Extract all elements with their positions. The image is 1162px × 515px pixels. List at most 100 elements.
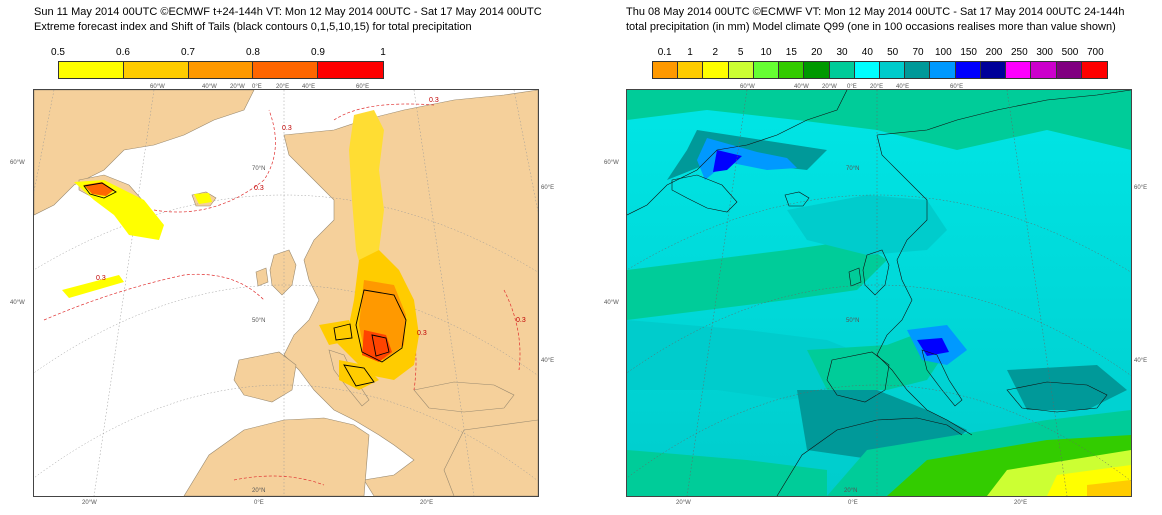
gridlabel: 60°W xyxy=(10,160,25,166)
climate-tick: 200 xyxy=(985,47,1003,58)
coastlines xyxy=(627,90,1131,496)
climate-title-line2: total precipitation (in mm) Model climat… xyxy=(626,21,1116,33)
climate-tick: 50 xyxy=(887,47,899,58)
efi-tick: 0.9 xyxy=(311,47,325,58)
contour-label: 0.3 xyxy=(417,330,427,337)
colorbar-cell xyxy=(879,62,906,78)
colorbar-cell xyxy=(728,62,754,78)
colorbar-cell xyxy=(955,62,981,78)
climate-tick: 20 xyxy=(811,47,823,58)
contour-label: 0.3 xyxy=(96,275,106,282)
colorbar-cell xyxy=(854,62,880,78)
climate-tick: 70 xyxy=(912,47,924,58)
climate-tick: 10 xyxy=(760,47,772,58)
gridlabel: 0°E xyxy=(848,500,858,506)
contour-label: 0.3 xyxy=(254,185,264,192)
gridlabel: 40°E xyxy=(896,84,910,90)
gridlabel: 50°N xyxy=(846,318,860,324)
gridlabel: 40°E xyxy=(302,84,316,90)
efi-panel: Sun 11 May 2014 00UTC ©ECMWF t+24-144h V… xyxy=(0,0,580,515)
efi-title-line2: Extreme forecast index and Shift of Tail… xyxy=(34,21,472,33)
gridlabel: 60°E xyxy=(356,84,370,90)
efi-tick: 0.8 xyxy=(246,47,260,58)
climate-tick: 30 xyxy=(836,47,848,58)
colorbar-cell xyxy=(753,62,780,78)
gridlabel: 60°E xyxy=(541,185,555,191)
gridlabel: 0°E xyxy=(252,84,262,90)
colorbar-cell xyxy=(703,62,729,78)
gridlabel: 20°E xyxy=(420,500,434,506)
efi-title-line1: Sun 11 May 2014 00UTC ©ECMWF t+24-144h V… xyxy=(34,6,542,18)
gridlabel: 20°N xyxy=(844,488,858,494)
gridlabel: 20°N xyxy=(252,488,266,494)
climate-tick: 500 xyxy=(1061,47,1079,58)
colorbar-cell xyxy=(779,62,805,78)
gridlabel: 60°E xyxy=(1134,185,1148,191)
colorbar-cell xyxy=(1081,62,1107,78)
gridlabel: 20°E xyxy=(276,84,290,90)
climate-title-line1: Thu 08 May 2014 00UTC ©ECMWF VT: Mon 12 … xyxy=(626,6,1125,18)
climate-tick: 700 xyxy=(1086,47,1104,58)
gridlabel: 0°E xyxy=(847,84,857,90)
efi-colorbar-ticks: 0.5 0.6 0.7 0.8 0.9 1 xyxy=(51,47,386,59)
gridlabel: 60°W xyxy=(740,84,755,90)
colorbar-cell xyxy=(188,62,254,78)
gridlabel: 40°E xyxy=(1134,358,1148,364)
contour-label: 0.3 xyxy=(429,97,439,104)
colorbar-cell xyxy=(930,62,956,78)
efi-tick: 0.6 xyxy=(116,47,130,58)
gridlabel: 20°E xyxy=(1014,500,1028,506)
gridlabel: 40°W xyxy=(604,300,619,306)
climate-tick: 0.1 xyxy=(657,47,672,58)
climate-map xyxy=(626,89,1132,497)
climate-tick: 250 xyxy=(1010,47,1028,58)
gridlabel: 40°W xyxy=(202,84,217,90)
colorbar-cell xyxy=(653,62,679,78)
efi-tick: 1 xyxy=(380,47,386,58)
climate-colorbar xyxy=(652,61,1108,79)
graticule xyxy=(34,90,538,496)
gridlabel: 20°W xyxy=(822,84,837,90)
contour-labels: 0.3 0.3 0.3 0.3 0.3 0.3 xyxy=(96,97,526,337)
gridlabel: 70°N xyxy=(846,166,860,172)
climate-tick: 100 xyxy=(934,47,952,58)
gridlabel: 20°W xyxy=(82,500,97,506)
climate-tick: 1 xyxy=(687,47,693,58)
gridlabel: 60°W xyxy=(604,160,619,166)
efi-map: 0.3 0.3 0.3 0.3 0.3 0.3 xyxy=(33,89,539,497)
precip-shaded-areas xyxy=(627,90,1131,496)
climate-tick: 40 xyxy=(861,47,873,58)
colorbar-cell xyxy=(804,62,830,78)
gridlabel: 0°E xyxy=(254,500,264,506)
gridlabel: 20°E xyxy=(870,84,884,90)
gridlabel: 60°E xyxy=(950,84,964,90)
colorbar-cell xyxy=(253,62,319,78)
gridlabel: 40°E xyxy=(541,358,555,364)
colorbar-cell xyxy=(678,62,704,78)
efi-tick: 0.5 xyxy=(51,47,65,58)
climate-tick: 2 xyxy=(712,47,719,58)
climate-tick: 15 xyxy=(785,47,797,58)
contour-label: 0.3 xyxy=(282,125,292,132)
climate-colorbar-ticks: 0.1 1 2 5 10 15 20 30 40 50 70 100 150 200 250 300 500 70… xyxy=(652,47,1108,59)
climate-panel: Thu 08 May 2014 00UTC ©ECMWF VT: Mon 12 … xyxy=(582,0,1162,515)
colorbar-cell xyxy=(59,62,124,78)
graticule xyxy=(627,90,1131,496)
gridlabel: 40°W xyxy=(794,84,809,90)
colorbar-cell xyxy=(980,62,1007,78)
gridlabel: 70°N xyxy=(252,166,266,172)
sot-black-contours xyxy=(83,182,407,387)
colorbar-cell xyxy=(829,62,855,78)
climate-tick: 150 xyxy=(960,47,977,58)
gridlabel: 20°W xyxy=(676,500,691,506)
climate-tick: 5 xyxy=(737,47,744,58)
climate-tick: 300 xyxy=(1036,47,1053,58)
gridlabel: 40°W xyxy=(10,300,25,306)
colorbar-cell xyxy=(905,62,931,78)
contour-label: 0.3 xyxy=(516,317,526,324)
colorbar-cell xyxy=(318,62,383,78)
gridlabel: 20°W xyxy=(230,84,245,90)
gridlabel: 60°W xyxy=(150,84,165,90)
colorbar-cell xyxy=(1056,62,1082,78)
gridlabel: 50°N xyxy=(252,318,266,324)
